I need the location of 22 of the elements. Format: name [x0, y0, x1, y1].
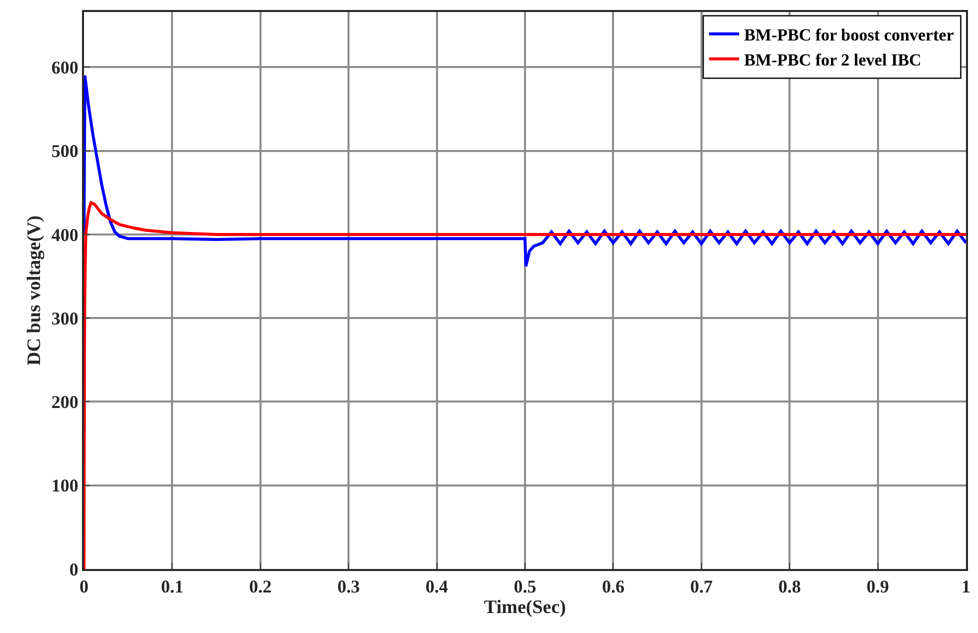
x-tick-label: 1 — [962, 576, 970, 597]
legend-label: BM-PBC for boost converter — [744, 25, 954, 44]
y-tick-label: 200 — [51, 392, 78, 412]
y-tick-label: 400 — [51, 224, 78, 245]
x-tick-label: 0.5 — [514, 576, 536, 597]
x-tick-label: 0.6 — [602, 576, 624, 597]
x-axis-title: Time(Sec) — [484, 596, 566, 618]
x-tick-label: 0.8 — [778, 576, 801, 597]
x-tick-label: 0.3 — [337, 576, 360, 597]
x-tick-label: 0.4 — [426, 576, 448, 597]
y-tick-label: 600 — [51, 58, 78, 78]
legend-label: BM-PBC for 2 level IBC — [744, 50, 922, 70]
y-axis-title: DC bus voltage(V) — [24, 216, 45, 366]
y-tick-label: 0 — [69, 559, 78, 580]
y-tick-label: 500 — [51, 141, 78, 162]
x-tick-label: 0.1 — [160, 576, 184, 597]
x-tick-label: 0.9 — [866, 576, 890, 597]
x-tick-label: 0.7 — [690, 576, 713, 597]
line-series — [84, 201, 966, 569]
x-tick-label: 0.2 — [249, 576, 272, 597]
y-tick-label: 300 — [51, 308, 78, 328]
y-tick-label: 100 — [51, 476, 78, 496]
